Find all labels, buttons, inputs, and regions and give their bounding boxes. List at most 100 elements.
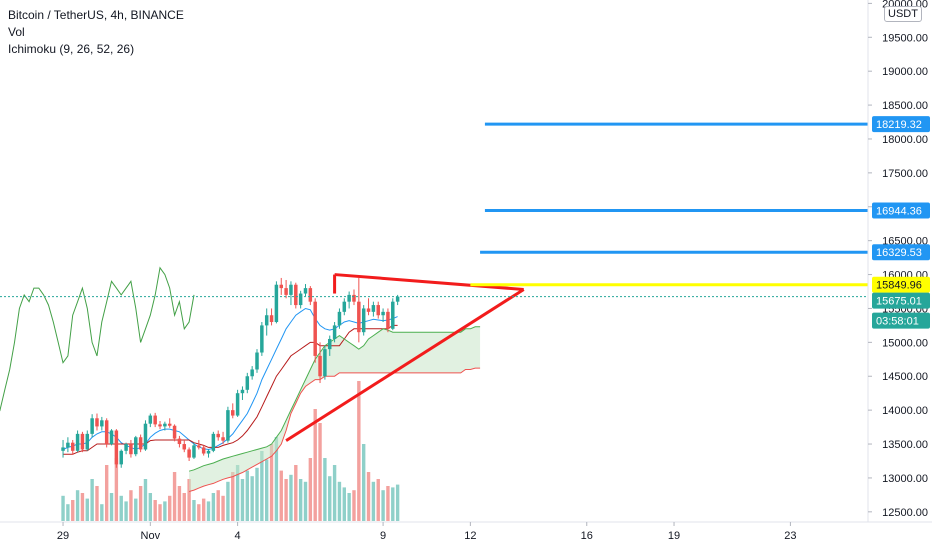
candle-body — [226, 410, 230, 441]
candle-body — [294, 284, 298, 306]
price-tags: 18219.32 16944.36 16329.53 15849.96 15675.01… — [872, 116, 930, 329]
volume-bar — [211, 493, 216, 521]
candle — [381, 308, 385, 323]
candle — [90, 414, 94, 438]
price-tag-label: 16329.53 — [876, 247, 922, 259]
volume-bar — [163, 501, 167, 521]
candle — [376, 301, 380, 319]
price-tick-label: 18500.00 — [882, 100, 928, 112]
candle-body — [381, 311, 385, 316]
volume-bar — [100, 504, 104, 521]
candle — [323, 345, 327, 380]
candle — [192, 442, 196, 459]
time-tick-label: 19 — [668, 530, 680, 542]
volume-bar — [85, 498, 89, 521]
price-axis: 20000.00 19500.00 19000.00 18500.00 18000.00… — [867, 0, 928, 522]
candle-body — [197, 445, 201, 448]
candle-body — [85, 433, 90, 450]
volume-bar — [187, 479, 191, 521]
volume-bar — [279, 470, 283, 521]
candle-body — [250, 369, 254, 377]
candle-body — [361, 308, 366, 333]
kijun-line — [63, 324, 398, 455]
price-tick-label: 15000.00 — [882, 337, 928, 349]
candle-body — [216, 433, 220, 438]
candle — [66, 437, 70, 453]
symbol-title[interactable]: Bitcoin / TetherUS, 4h, BINANCE — [8, 8, 184, 22]
volume-bar — [66, 504, 70, 521]
volume-bar — [143, 479, 148, 521]
volume-bar — [104, 465, 109, 521]
triangle-lower-line — [285, 288, 525, 442]
volume-bar — [245, 470, 250, 521]
candle-body — [221, 437, 225, 441]
candle — [143, 420, 148, 451]
volume-bar — [197, 504, 201, 521]
candle — [95, 413, 99, 431]
volume-bar — [250, 476, 254, 521]
candle-body — [342, 301, 347, 312]
candle-body — [192, 445, 196, 458]
price-tag-label: 15675.01 — [876, 296, 922, 308]
volume-bar — [284, 479, 288, 521]
candle-body — [327, 338, 332, 350]
volume-bar — [269, 444, 274, 521]
candle — [158, 420, 162, 430]
candle — [206, 449, 211, 458]
candle — [361, 305, 366, 336]
candle — [250, 366, 254, 380]
candle — [269, 308, 274, 326]
candle-body — [158, 424, 162, 427]
price-tick-label: 19000.00 — [882, 66, 928, 78]
volume-bar — [289, 474, 293, 521]
candle — [172, 424, 177, 442]
candle-body — [167, 423, 172, 426]
candle — [342, 298, 347, 316]
candle-body — [95, 418, 99, 427]
candle — [347, 291, 351, 309]
candles — [61, 277, 400, 468]
volume-bar — [90, 479, 94, 521]
candle-body — [114, 430, 119, 465]
volume-bar — [260, 451, 264, 521]
candle — [163, 421, 167, 431]
candle — [303, 284, 308, 297]
volume-bar — [109, 493, 114, 521]
candle-body — [264, 315, 269, 326]
candle — [231, 403, 235, 419]
volume-bar — [235, 465, 240, 521]
volume-bar — [134, 498, 138, 521]
candle-body — [80, 433, 85, 450]
volume-bar — [61, 495, 65, 521]
candle — [371, 301, 376, 317]
candle-body — [269, 315, 274, 323]
ichimoku-legend[interactable]: Ichimoku (9, 26, 52, 26) — [8, 42, 135, 56]
volume-legend[interactable]: Vol — [8, 25, 25, 39]
candle — [264, 308, 269, 336]
candle — [279, 277, 283, 295]
candle — [167, 418, 172, 428]
volume-bar — [114, 458, 119, 521]
time-axis: 29 Nov 4 9 12 16 19 23 — [0, 521, 932, 542]
candle-body — [90, 418, 94, 434]
price-tag-label: 16944.36 — [876, 206, 922, 218]
candle-body — [357, 301, 361, 333]
candle-body — [211, 433, 216, 451]
candle-body — [352, 294, 356, 302]
candle — [274, 281, 279, 324]
volume-bar — [201, 498, 206, 521]
candle-body — [124, 444, 128, 451]
candle — [386, 308, 390, 333]
candle — [255, 349, 259, 373]
volume-bar — [172, 472, 177, 521]
time-tick-label: 29 — [57, 530, 69, 542]
candle-body — [366, 308, 371, 312]
volume-bar — [192, 500, 196, 521]
volume-bar — [347, 493, 351, 521]
time-tick-label: 23 — [784, 530, 796, 542]
candle — [148, 413, 153, 428]
currency-button[interactable]: USDT — [884, 6, 922, 22]
candle-body — [129, 444, 133, 455]
candle-body — [177, 438, 182, 445]
